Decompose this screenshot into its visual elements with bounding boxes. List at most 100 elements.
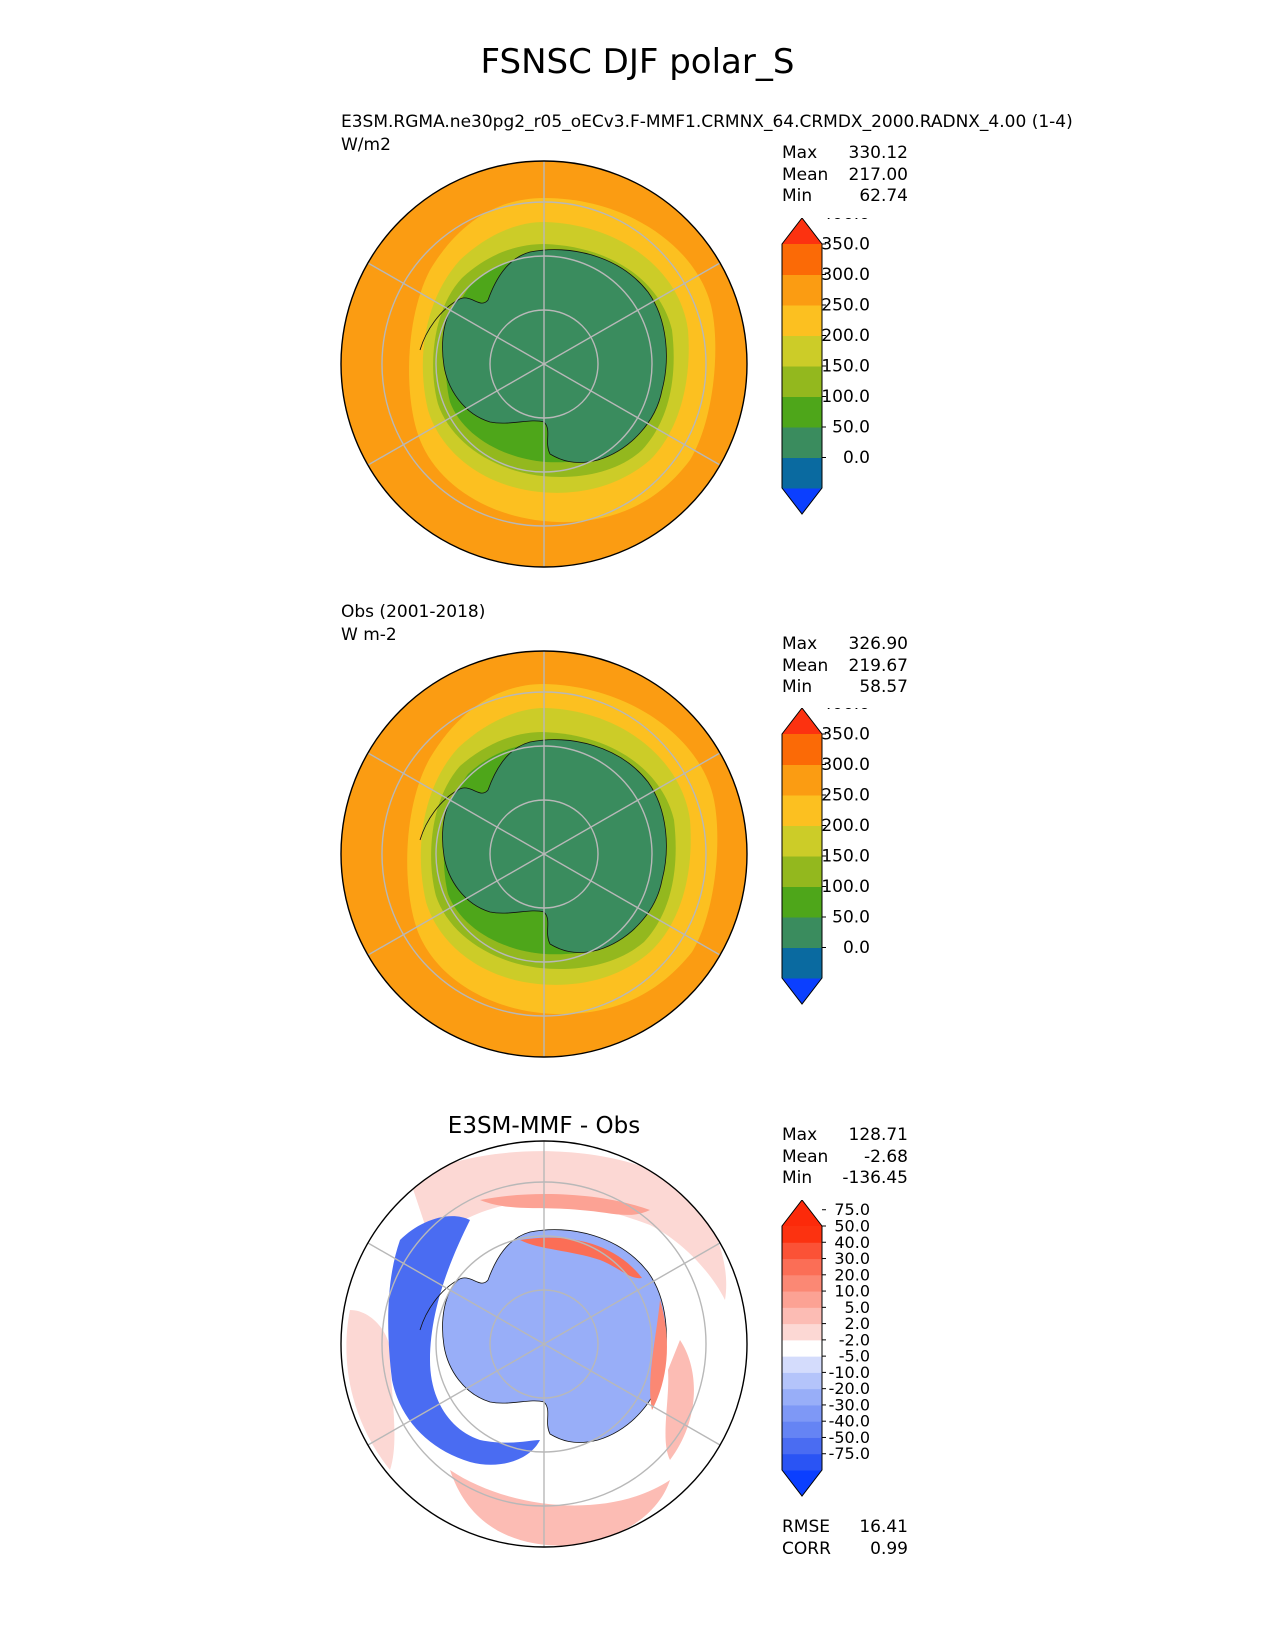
colorbar-tick-label: -20.0 [829,1379,870,1398]
rmse-value: 16.41 [859,1517,908,1537]
difference-colorbar: -75.0-50.0-40.0-30.0-20.0-10.0-5.0-2.02.… [781,1200,870,1497]
stat-max-value: 128.71 [848,1125,908,1145]
corr-value: 0.99 [870,1538,908,1559]
stat-max-label: Max [782,634,818,654]
colorbar-segment [782,1274,822,1292]
colorbar-segment [782,1437,822,1455]
colorbar-segment [782,1307,822,1325]
stat-mean-value: 217.00 [848,164,908,185]
stat-mean-label: Mean [782,164,829,185]
colorbar-tick-label: 5.0 [845,1298,870,1317]
map-positive-anomaly-strip [480,1194,650,1215]
difference-polar-map [340,1140,748,1548]
colorbar-tick-label: 300.0 [821,755,870,775]
reference-colorbar: 0.0 50.0 100.0 150.0 200.0 250.0 300.0 350.0 400… [781,708,870,1005]
colorbar-tick-label: 20.0 [834,1265,870,1284]
colorbar-extend-max [782,708,822,734]
difference-panel-metrics: RMSE 16.41 CORR 0.99 [782,1517,908,1560]
reference-panel-units: W m-2 [341,625,397,645]
map-peninsula [419,789,459,841]
colorbar-segment [782,1404,822,1422]
test-panel-stats: Max 330.12 Mean 217.00 Min 62.74 [782,143,908,208]
map-coastal-positive-anomaly [520,1237,642,1279]
map-coastal-positive-anomaly-east [650,1300,667,1410]
colorbar-segment [782,457,822,489]
colorbar-tick-label: 150.0 [821,357,870,377]
colorbar-tick-label: 30.0 [834,1249,870,1268]
test-polar-map [340,160,748,568]
colorbar-tick-label: 10.0 [834,1282,870,1301]
colorbar-segment [782,1421,822,1438]
colorbar-extend-min [782,1470,822,1496]
stat-mean-label: Mean [782,655,829,676]
map-boundary [340,160,748,568]
reference-polar-map [340,650,748,1058]
colorbar-tick-label: -5.0 [839,1347,870,1366]
colorbar-segment [782,764,822,796]
colorbar-tick-label: 150.0 [821,847,870,867]
map-gridlines [367,651,721,1057]
colorbar-segment [782,1242,822,1260]
colorbar-tick-label: 200.0 [821,816,870,836]
colorbar-segment [782,1291,822,1308]
stat-max-value: 330.12 [848,143,908,163]
colorbar-tick-label: 350.0 [821,235,870,255]
colorbar-tick-label: 400.0 [821,218,870,224]
colorbar-tick-label: -75.0 [829,1444,870,1463]
colorbar-segment [782,1258,822,1276]
colorbar-outline [781,708,823,1005]
colorbar-outline [781,218,823,515]
colorbar-tick-label: 300.0 [821,265,870,285]
colorbar-segment [782,305,822,336]
colorbar-segment [782,947,822,979]
colorbar-segment [782,1356,822,1373]
map-gridlines [367,161,721,567]
map-antarctica [442,249,667,463]
colorbar-segment [782,1372,822,1390]
colorbar-tick-label: 50.0 [834,1217,870,1236]
colorbar-tick-label: 250.0 [821,786,870,806]
colorbar-segment [782,917,822,948]
colorbar-tick-label: 200.0 [821,326,870,346]
reference-panel-label: Obs (2001-2018) [341,602,486,622]
map-antarctica [442,1229,667,1443]
corr-label: CORR [782,1538,831,1559]
test-panel-units: W/m2 [341,135,391,155]
stat-mean-value: -2.68 [864,1146,908,1167]
colorbar-segment [782,366,822,397]
colorbar-segment [782,274,822,306]
colorbar-segment [782,1388,822,1406]
map-peninsula [419,299,459,351]
colorbar-outline [781,1200,823,1497]
colorbar-extend-min [782,488,822,514]
colorbar-tick-label: -2.0 [839,1330,870,1349]
map-antarctica [442,739,667,953]
colorbar-tick-label: 350.0 [821,725,870,745]
colorbar-segment [782,856,822,887]
stat-min-value: 58.57 [859,677,908,697]
stat-mean-label: Mean [782,1146,829,1167]
stat-min-value: -136.45 [842,1168,908,1188]
difference-panel-title: E3SM-MMF - Obs [447,1113,641,1139]
colorbar-tick-label: 75.0 [834,1200,870,1219]
colorbar-segment [782,795,822,826]
colorbar-segment [782,244,822,275]
colorbar-tick-label: 40.0 [834,1233,870,1252]
colorbar-segment [782,1323,822,1341]
colorbar-tick-label: 100.0 [821,877,870,897]
stat-min-label: Min [782,1168,813,1188]
colorbar-segment [782,825,822,857]
stat-min-label: Min [782,677,813,697]
colorbar-tick-label: -30.0 [829,1395,870,1414]
difference-panel-stats: Max 128.71 Mean -2.68 Min -136.45 [782,1125,908,1190]
map-peninsula [419,1279,459,1331]
colorbar-tick-label: -40.0 [829,1412,870,1431]
colorbar-segment [782,1226,822,1243]
colorbar-tick-label: 0.0 [843,448,870,468]
map-boundary [340,1140,748,1548]
colorbar-segment [782,335,822,367]
colorbar-tick-label: 400.0 [821,708,870,714]
colorbar-segment [782,886,822,918]
colorbar-segment [782,427,822,458]
colorbar-tick-label: 2.0 [845,1314,870,1333]
